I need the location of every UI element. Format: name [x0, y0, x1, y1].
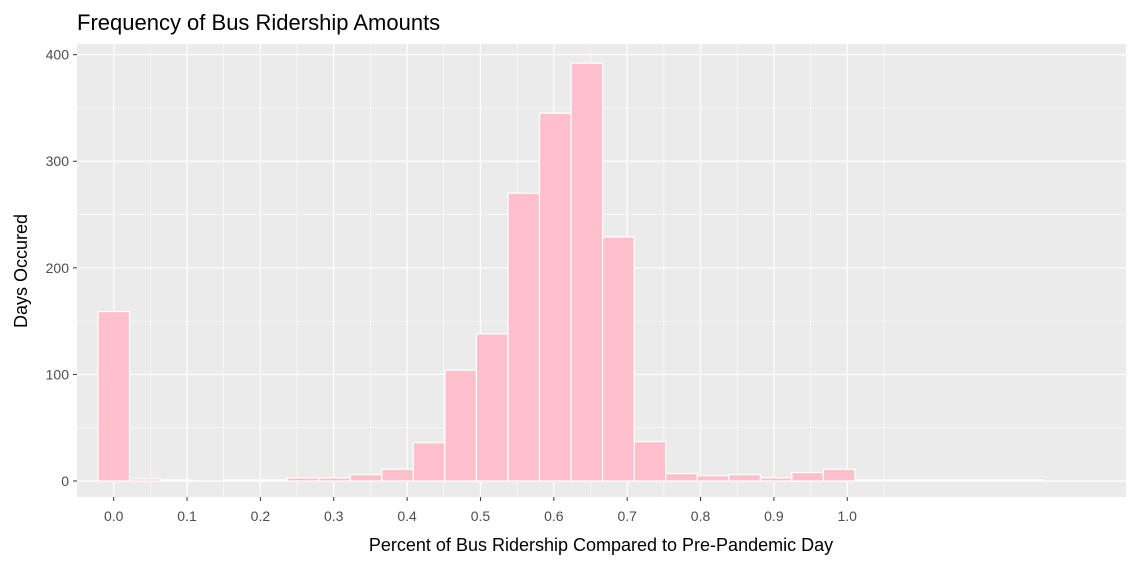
x-tick-label: 0.5: [471, 508, 491, 524]
x-axis-title: Percent of Bus Ridership Compared to Pre…: [369, 535, 833, 555]
x-tick-label: 0.2: [251, 508, 271, 524]
y-tick-label: 100: [46, 366, 70, 382]
histogram-bar: [570, 62, 604, 482]
x-tick-label: 0.0: [104, 508, 124, 524]
y-tick-label: 0: [61, 473, 69, 489]
histogram-bar: [917, 479, 951, 482]
histogram-bars: [97, 62, 1045, 482]
x-tick-label: 0.9: [764, 508, 784, 524]
histogram-bar: [318, 477, 351, 482]
histogram-bar: [822, 468, 856, 482]
y-axis: 0 100 200 300 400: [46, 47, 77, 489]
histogram-bar: [696, 475, 730, 482]
histogram-bar: [97, 310, 131, 482]
histogram-bar: [1012, 479, 1045, 482]
histogram-bar: [349, 474, 383, 482]
x-tick-label: 0.4: [397, 508, 417, 524]
x-tick-label: 0.6: [544, 508, 564, 524]
histogram-bar: [507, 192, 541, 482]
y-tick-label: 200: [46, 260, 70, 276]
x-tick-label: 1.0: [838, 508, 858, 524]
histogram-bar: [665, 472, 698, 482]
histogram-bar: [286, 477, 320, 482]
y-axis-title: Days Occured: [11, 214, 31, 328]
histogram-bar: [759, 477, 793, 482]
histogram-bar: [255, 479, 288, 482]
x-tick-label: 0.1: [177, 508, 197, 524]
histogram-bar: [602, 236, 635, 482]
y-tick-label: 400: [46, 47, 70, 63]
histogram-bar: [475, 333, 509, 482]
x-axis: 0.0 0.1 0.2 0.3 0.4 0.5 0.6 0.7 0.8 0.9 1.0: [104, 497, 857, 524]
x-tick-label: 0.8: [691, 508, 711, 524]
histogram-bar: [538, 112, 572, 482]
y-tick-label: 300: [46, 153, 70, 169]
histogram-bar: [633, 440, 667, 482]
histogram-bar: [412, 442, 446, 482]
histogram-bar: [728, 474, 761, 482]
histogram-bar: [381, 468, 414, 482]
histogram-bar: [223, 479, 257, 482]
x-tick-label: 0.7: [617, 508, 637, 524]
histogram-bar: [980, 479, 1014, 482]
histogram-bar: [948, 479, 982, 482]
chart-title: Frequency of Bus Ridership Amounts: [77, 10, 440, 35]
histogram-bar: [160, 479, 194, 482]
histogram-bar: [854, 479, 888, 482]
histogram-bar: [885, 479, 919, 482]
x-tick-label: 0.3: [324, 508, 344, 524]
histogram-bar: [128, 478, 162, 482]
histogram-bar: [444, 369, 478, 482]
histogram-bar: [791, 471, 825, 482]
